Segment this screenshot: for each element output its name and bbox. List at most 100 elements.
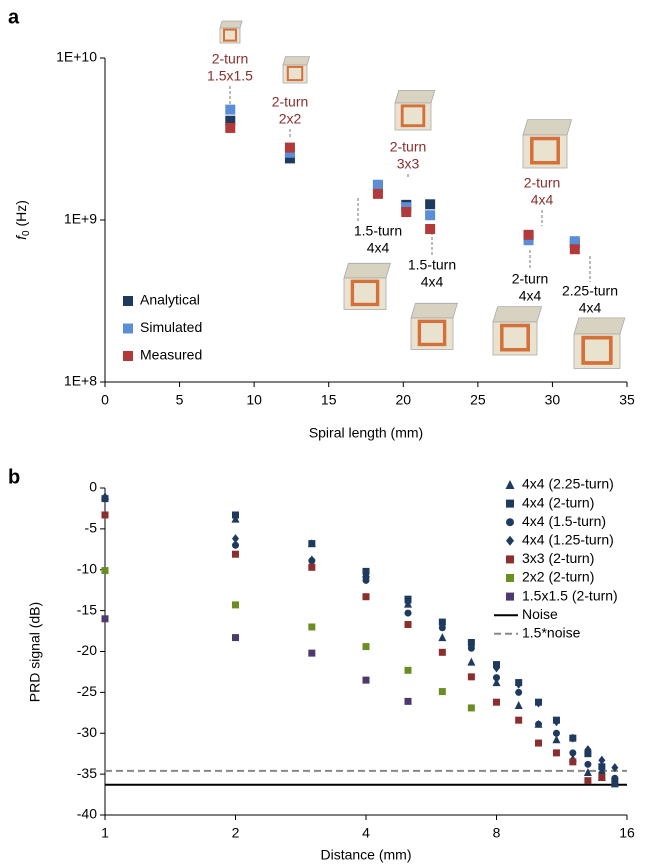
legend-label: 4x4 (2-turn) [522,494,594,510]
annotation: 2-turn [524,175,561,191]
chip-icon [283,57,310,83]
chip-side [344,263,390,278]
marker [232,634,239,641]
chip-side [283,57,310,65]
marker [102,567,109,574]
marker [584,761,591,768]
marker [232,551,239,558]
x-tick-label: 1 [101,825,109,841]
annotation: 4x4 [531,192,554,208]
marker [363,677,370,684]
legend-label: Analytical [140,292,200,308]
x-tick-label: 15 [321,392,337,408]
x-axis-label: Distance (mm) [320,847,411,863]
y-label-part: (Hz) [13,200,29,230]
y-tick-label: -35 [77,765,97,781]
marker [405,610,412,617]
legend-label: 4x4 (1.25-turn) [522,532,614,548]
y-axis-label: PRD signal (dB) [27,602,43,702]
marker [363,593,370,600]
marker [553,730,560,737]
chip-icon [395,90,435,130]
marker [232,511,239,518]
marker [506,574,514,582]
marker [611,775,618,782]
x-tick-label: 30 [545,392,561,408]
marker [506,500,514,508]
chip-side [574,318,625,334]
marker [468,704,475,711]
chip-icon [344,263,390,309]
x-tick-label: 20 [395,392,411,408]
y-tick-label: -20 [77,642,97,658]
y-axis-label: f0 (Hz) [13,200,32,240]
marker [506,480,515,489]
chip-side [523,120,572,135]
marker [308,650,315,657]
y-tick-label: -10 [77,560,97,576]
marker [467,658,475,666]
annotation: 2-turn [212,51,249,67]
marker [598,774,605,781]
x-tick-label: 5 [176,392,184,408]
x-tick-label: 2 [232,825,240,841]
x-tick-label: 4 [362,825,370,841]
chip-side [411,303,457,318]
marker [570,244,580,254]
x-tick-label: 8 [493,825,501,841]
chip-icon [493,307,542,355]
annotation: 4x4 [367,240,390,256]
legend-label: Noise [522,606,558,622]
marker [225,123,235,133]
marker [425,224,435,234]
marker [506,518,514,526]
legend-label: Simulated [140,319,202,335]
marker [405,667,412,674]
marker [363,643,370,650]
marker [373,189,383,199]
legend-swatch [123,324,133,334]
chip-icon [220,21,242,43]
legend-swatch [123,351,133,361]
marker [439,688,446,695]
marker [308,623,315,630]
annotation: 4x4 [421,274,444,290]
marker [373,180,383,190]
marker [569,749,576,756]
x-tick-label: 10 [246,392,262,408]
x-tick-label: 25 [470,392,486,408]
y-tick-label: 1E+8 [64,373,97,389]
annotation: 3x3 [397,156,420,172]
chip-side [395,90,435,103]
annotation: 4x4 [579,300,602,316]
annotation: 2-turn [272,94,309,110]
marker [553,749,560,756]
marker [584,777,591,784]
panel-label: a [8,6,20,28]
marker [425,199,435,209]
legend-label: 2x2 (2-turn) [522,569,594,585]
chip-icon [411,303,457,349]
marker [535,721,542,728]
marker [439,649,446,656]
x-axis-label: Spiral length (mm) [309,425,423,441]
marker [524,230,534,240]
marker [232,534,239,543]
marker [506,536,514,546]
marker [405,621,412,628]
marker [102,511,109,518]
annotation: 2.25-turn [562,283,618,299]
marker [438,633,446,641]
marker [515,717,522,724]
annotation: 4x4 [519,288,542,304]
y-tick-label: -40 [77,806,97,822]
marker [405,698,412,705]
y-tick-label: 1E+10 [56,49,97,65]
marker [535,740,542,747]
marker [506,593,514,601]
y-tick-label: -30 [77,724,97,740]
annotation: 1.5-turn [354,223,402,239]
marker [468,673,475,680]
legend-label: 3x3 (2-turn) [522,550,594,566]
marker [401,207,411,217]
